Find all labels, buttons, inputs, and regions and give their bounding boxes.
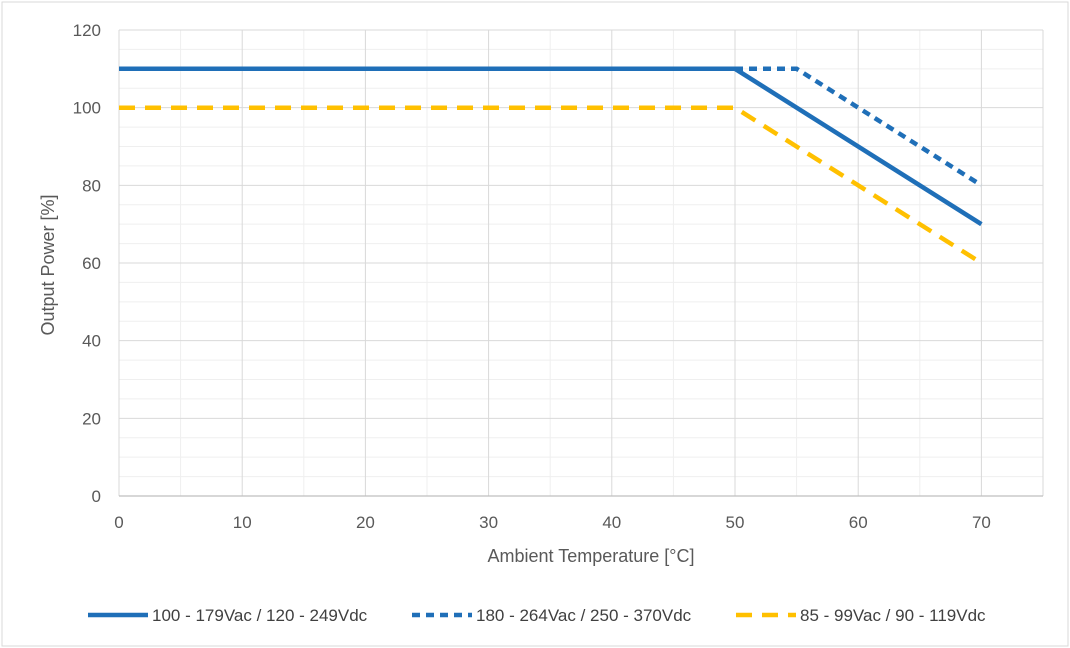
x-tick-label: 70 xyxy=(972,513,991,532)
x-tick-label: 50 xyxy=(726,513,745,532)
y-tick-label: 40 xyxy=(82,332,101,351)
x-tick-label: 10 xyxy=(233,513,252,532)
x-axis-title: Ambient Temperature [°C] xyxy=(488,546,695,566)
x-tick-label: 0 xyxy=(114,513,123,532)
y-tick-label: 80 xyxy=(82,176,101,195)
legend-label-1: 100 - 179Vac / 120 - 249Vdc xyxy=(152,606,368,625)
series-line-2 xyxy=(119,66,983,188)
y-axis-title: Output Power [%] xyxy=(38,194,58,335)
legend: 100 - 179Vac / 120 - 249Vdc 180 - 264Vac … xyxy=(88,606,986,625)
legend-label-2: 180 - 264Vac / 250 - 370Vdc xyxy=(476,606,692,625)
series-lines xyxy=(119,66,983,265)
y-tick-label: 120 xyxy=(73,21,101,40)
y-tick-label: 20 xyxy=(82,409,101,428)
legend-label-3: 85 - 99Vac / 90 - 119Vdc xyxy=(800,606,986,625)
x-tick-label: 60 xyxy=(849,513,868,532)
x-tick-labels: 0 10 20 30 40 50 60 70 xyxy=(114,513,991,532)
y-tick-labels: 0 20 40 60 80 100 120 xyxy=(73,21,101,506)
x-tick-label: 40 xyxy=(602,513,621,532)
y-tick-label: 100 xyxy=(73,99,101,118)
series-line-3 xyxy=(119,105,983,265)
x-tick-label: 20 xyxy=(356,513,375,532)
y-tick-label: 0 xyxy=(92,487,101,506)
x-tick-label: 30 xyxy=(479,513,498,532)
y-tick-label: 60 xyxy=(82,254,101,273)
